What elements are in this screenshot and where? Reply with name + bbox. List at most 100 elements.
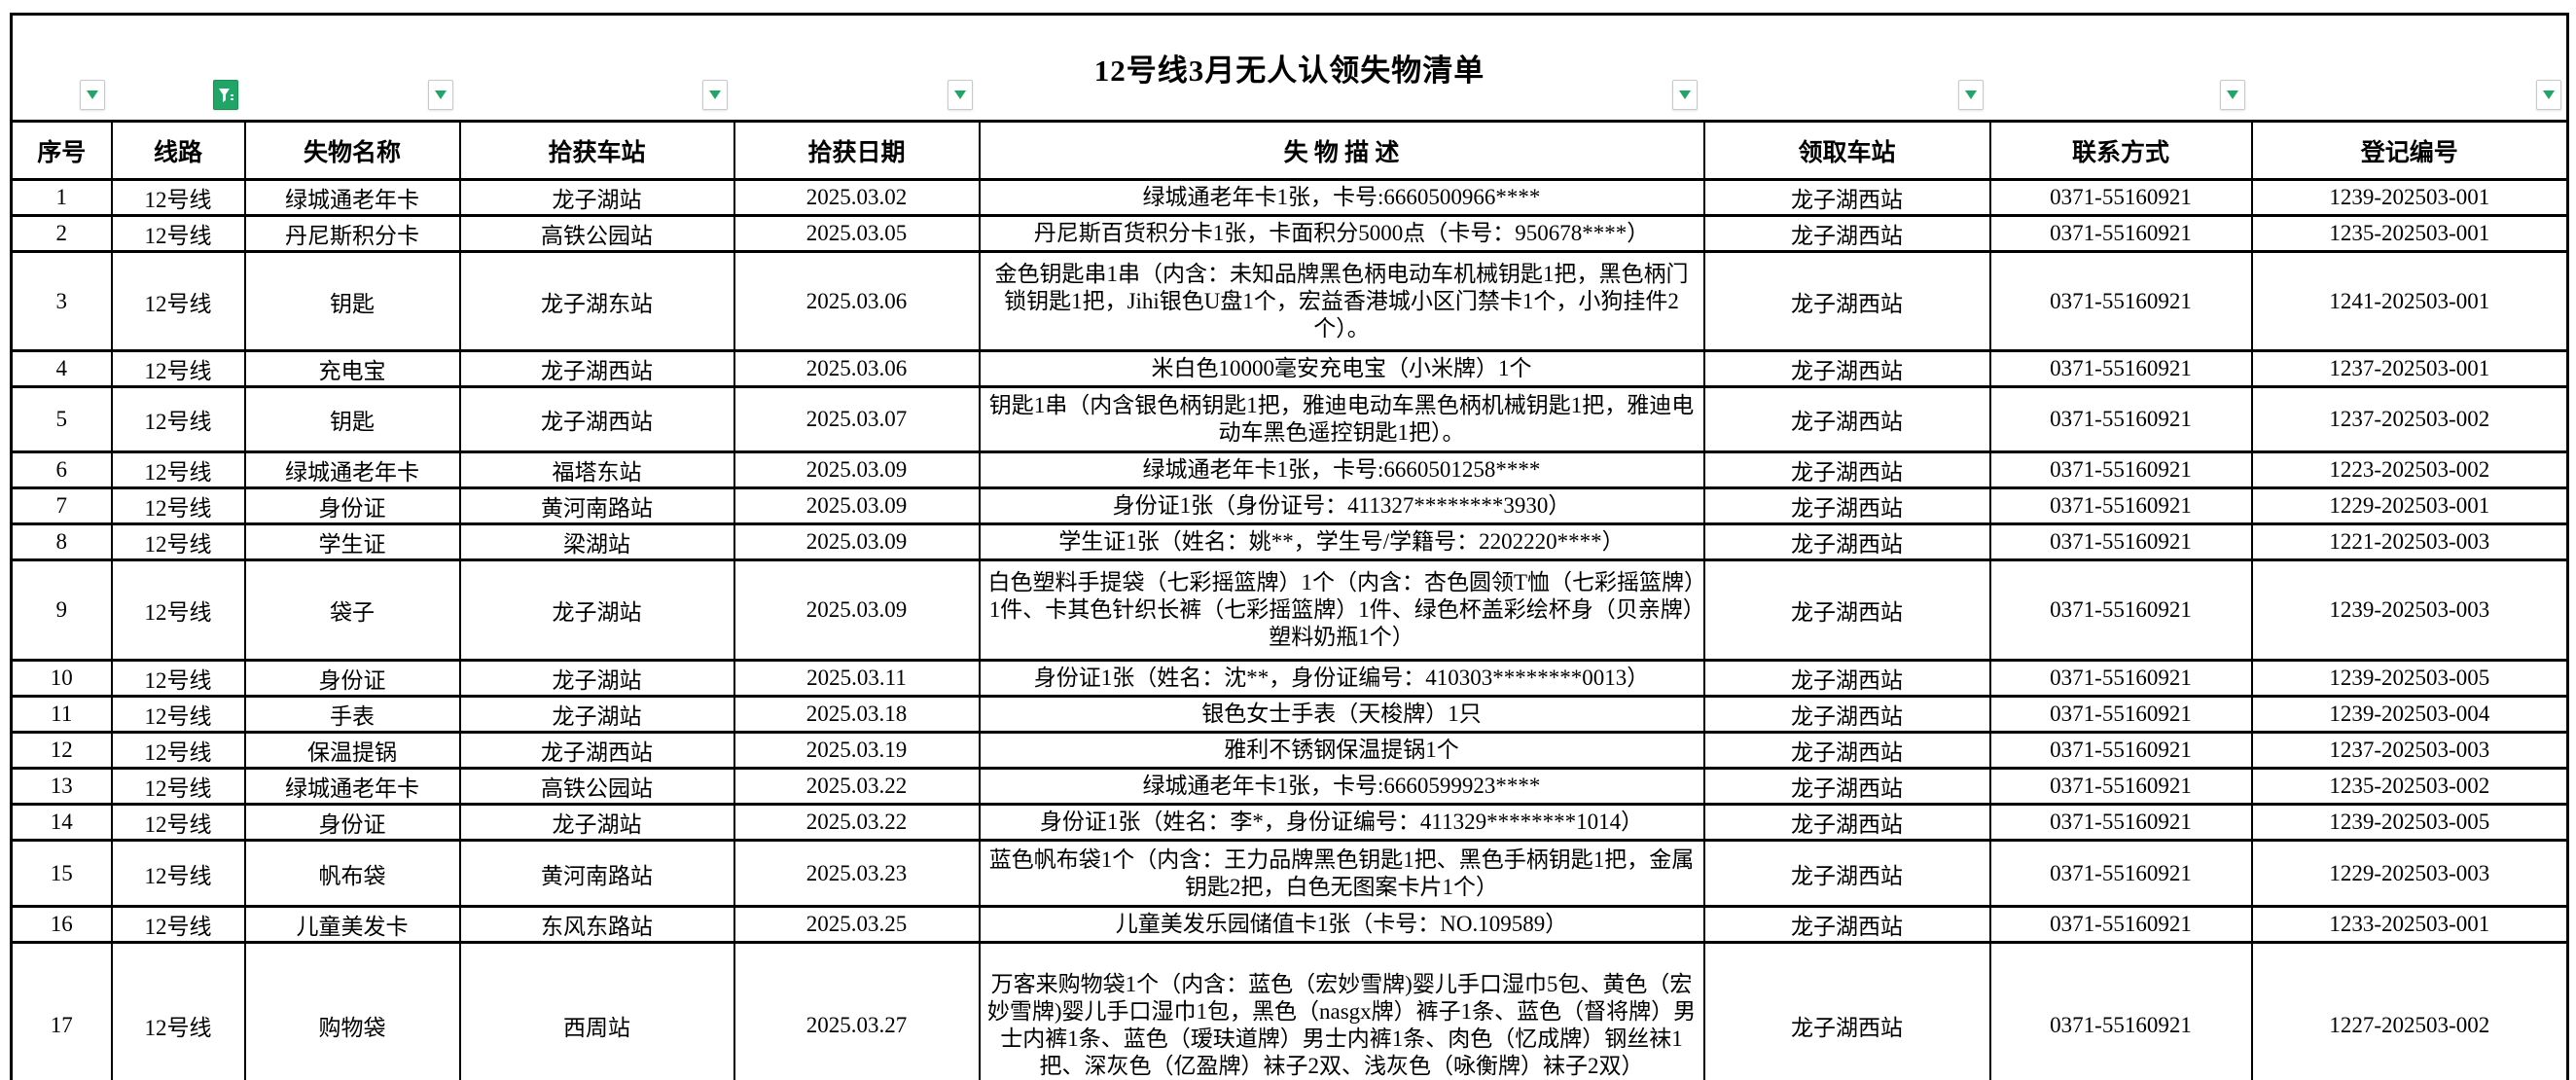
cell-found-date[interactable]: 2025.03.02: [733, 178, 981, 217]
cell-pickup-station[interactable]: 龙子湖西站: [1702, 214, 1991, 253]
cell-line[interactable]: 12号线: [110, 695, 246, 734]
cell-registration-no[interactable]: 1233-202503-001: [2250, 905, 2569, 944]
cell-item-name[interactable]: 绿城通老年卡: [243, 178, 461, 217]
cell-description[interactable]: 米白色10000毫安充电宝（小米牌）1个: [978, 349, 1705, 388]
cell-found-station[interactable]: 福塔东站: [458, 450, 735, 489]
cell-pickup-station[interactable]: 龙子湖西站: [1702, 695, 1991, 734]
cell-contact[interactable]: 0371-55160921: [1988, 486, 2253, 525]
cell-pickup-station[interactable]: 龙子湖西站: [1702, 486, 1991, 525]
cell-found-date[interactable]: 2025.03.25: [733, 905, 981, 944]
cell-no[interactable]: 10: [10, 659, 113, 698]
cell-found-date[interactable]: 2025.03.11: [733, 659, 981, 698]
cell-contact[interactable]: 0371-55160921: [1988, 731, 2253, 770]
cell-contact[interactable]: 0371-55160921: [1988, 522, 2253, 561]
cell-description[interactable]: 身份证1张（姓名：李*，身份证编号：411329********1014）: [978, 803, 1705, 842]
cell-pickup-station[interactable]: 龙子湖西站: [1702, 905, 1991, 944]
cell-item-name[interactable]: 绿城通老年卡: [243, 767, 461, 806]
cell-description[interactable]: 绿城通老年卡1张，卡号:6660500966****: [978, 178, 1705, 217]
cell-line[interactable]: 12号线: [110, 905, 246, 944]
filter-button-8[interactable]: [2220, 80, 2245, 110]
cell-no[interactable]: 2: [10, 214, 113, 253]
cell-registration-no[interactable]: 1227-202503-002: [2250, 941, 2569, 1080]
cell-contact[interactable]: 0371-55160921: [1988, 905, 2253, 944]
cell-found-station[interactable]: 龙子湖东站: [458, 250, 735, 352]
cell-found-station[interactable]: 龙子湖西站: [458, 731, 735, 770]
cell-contact[interactable]: 0371-55160921: [1988, 695, 2253, 734]
cell-pickup-station[interactable]: 龙子湖西站: [1702, 558, 1991, 662]
cell-item-name[interactable]: 帆布袋: [243, 839, 461, 908]
cell-registration-no[interactable]: 1237-202503-003: [2250, 731, 2569, 770]
cell-item-name[interactable]: 手表: [243, 695, 461, 734]
cell-description[interactable]: 儿童美发乐园储值卡1张（卡号：NO.109589）: [978, 905, 1705, 944]
cell-pickup-station[interactable]: 龙子湖西站: [1702, 178, 1991, 217]
cell-contact[interactable]: 0371-55160921: [1988, 803, 2253, 842]
column-header-pickup-station[interactable]: 领取车站: [1702, 120, 1991, 181]
column-header-contact[interactable]: 联系方式: [1988, 120, 2253, 181]
cell-item-name[interactable]: 身份证: [243, 486, 461, 525]
cell-line[interactable]: 12号线: [110, 250, 246, 352]
cell-found-date[interactable]: 2025.03.09: [733, 486, 981, 525]
cell-contact[interactable]: 0371-55160921: [1988, 839, 2253, 908]
cell-found-station[interactable]: 龙子湖西站: [458, 349, 735, 388]
cell-found-station[interactable]: 龙子湖西站: [458, 385, 735, 453]
cell-item-name[interactable]: 购物袋: [243, 941, 461, 1080]
cell-found-station[interactable]: 黄河南路站: [458, 486, 735, 525]
cell-no[interactable]: 13: [10, 767, 113, 806]
cell-line[interactable]: 12号线: [110, 941, 246, 1080]
cell-registration-no[interactable]: 1235-202503-002: [2250, 767, 2569, 806]
page-title[interactable]: 12号线3月无人认领失物清单: [9, 13, 2570, 123]
cell-pickup-station[interactable]: 龙子湖西站: [1702, 450, 1991, 489]
cell-no[interactable]: 12: [10, 731, 113, 770]
cell-contact[interactable]: 0371-55160921: [1988, 450, 2253, 489]
cell-registration-no[interactable]: 1223-202503-002: [2250, 450, 2569, 489]
cell-description[interactable]: 学生证1张（姓名：姚**，学生号/学籍号：2202220****）: [978, 522, 1705, 561]
cell-found-date[interactable]: 2025.03.05: [733, 214, 981, 253]
filter-button-5[interactable]: [948, 80, 973, 110]
cell-item-name[interactable]: 身份证: [243, 659, 461, 698]
cell-item-name[interactable]: 身份证: [243, 803, 461, 842]
cell-found-station[interactable]: 龙子湖站: [458, 659, 735, 698]
cell-pickup-station[interactable]: 龙子湖西站: [1702, 803, 1991, 842]
cell-found-station[interactable]: 龙子湖站: [458, 695, 735, 734]
cell-no[interactable]: 14: [10, 803, 113, 842]
cell-registration-no[interactable]: 1239-202503-003: [2250, 558, 2569, 662]
cell-found-station[interactable]: 龙子湖站: [458, 178, 735, 217]
cell-line[interactable]: 12号线: [110, 522, 246, 561]
cell-found-date[interactable]: 2025.03.27: [733, 941, 981, 1080]
cell-no[interactable]: 3: [10, 250, 113, 352]
cell-registration-no[interactable]: 1229-202503-003: [2250, 839, 2569, 908]
cell-registration-no[interactable]: 1239-202503-005: [2250, 659, 2569, 698]
cell-line[interactable]: 12号线: [110, 731, 246, 770]
cell-description[interactable]: 金色钥匙串1串（内含：未知品牌黑色柄电动车机械钥匙1把，黑色柄门锁钥匙1把，Ji…: [978, 250, 1705, 352]
column-header-item-name[interactable]: 失物名称: [243, 120, 461, 181]
cell-description[interactable]: 绿城通老年卡1张，卡号:6660501258****: [978, 450, 1705, 489]
cell-pickup-station[interactable]: 龙子湖西站: [1702, 250, 1991, 352]
cell-line[interactable]: 12号线: [110, 450, 246, 489]
cell-contact[interactable]: 0371-55160921: [1988, 385, 2253, 453]
cell-item-name[interactable]: 保温提锅: [243, 731, 461, 770]
cell-found-station[interactable]: 梁湖站: [458, 522, 735, 561]
column-header-description[interactable]: 失 物 描 述: [978, 120, 1705, 181]
filter-button-active-2[interactable]: [213, 80, 238, 110]
cell-found-station[interactable]: 高铁公园站: [458, 767, 735, 806]
cell-item-name[interactable]: 钥匙: [243, 385, 461, 453]
cell-pickup-station[interactable]: 龙子湖西站: [1702, 767, 1991, 806]
filter-button-9[interactable]: [2536, 80, 2561, 110]
filter-button-6[interactable]: [1672, 80, 1698, 110]
cell-pickup-station[interactable]: 龙子湖西站: [1702, 522, 1991, 561]
cell-no[interactable]: 4: [10, 349, 113, 388]
cell-registration-no[interactable]: 1239-202503-001: [2250, 178, 2569, 217]
cell-description[interactable]: 蓝色帆布袋1个（内含：王力品牌黑色钥匙1把、黑色手柄钥匙1把，金属钥匙2把，白色…: [978, 839, 1705, 908]
cell-line[interactable]: 12号线: [110, 349, 246, 388]
cell-found-date[interactable]: 2025.03.19: [733, 731, 981, 770]
cell-description[interactable]: 身份证1张（姓名：沈**，身份证编号：410303********0013）: [978, 659, 1705, 698]
cell-item-name[interactable]: 学生证: [243, 522, 461, 561]
cell-description[interactable]: 绿城通老年卡1张，卡号:6660599923****: [978, 767, 1705, 806]
cell-found-date[interactable]: 2025.03.06: [733, 250, 981, 352]
cell-registration-no[interactable]: 1237-202503-002: [2250, 385, 2569, 453]
cell-contact[interactable]: 0371-55160921: [1988, 767, 2253, 806]
cell-item-name[interactable]: 充电宝: [243, 349, 461, 388]
cell-registration-no[interactable]: 1235-202503-001: [2250, 214, 2569, 253]
cell-no[interactable]: 1: [10, 178, 113, 217]
cell-line[interactable]: 12号线: [110, 558, 246, 662]
